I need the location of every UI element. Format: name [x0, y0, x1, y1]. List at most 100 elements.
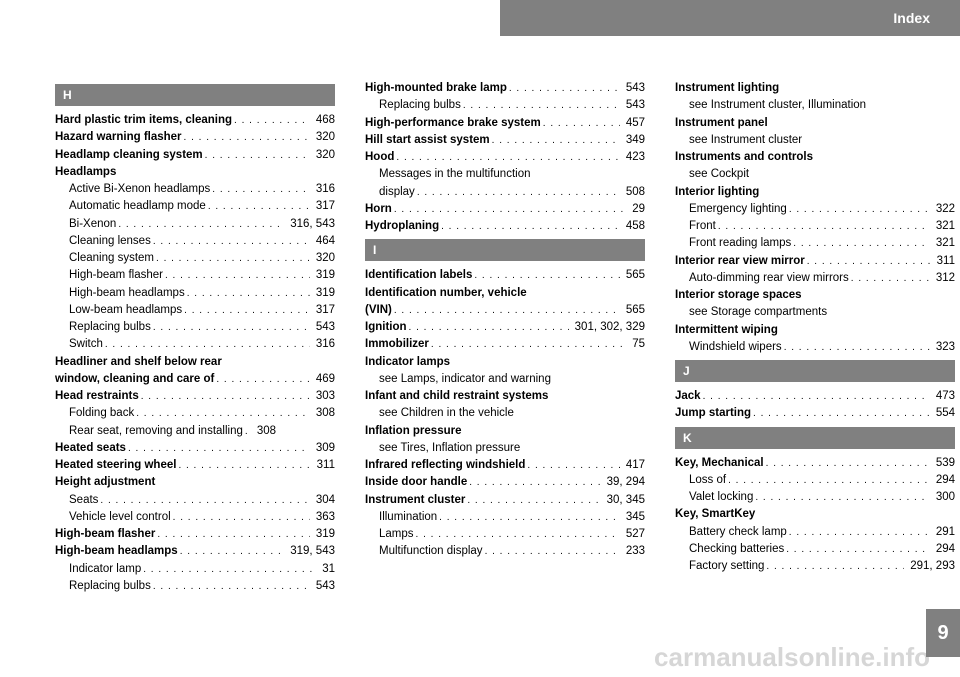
entry-page: 233	[620, 543, 645, 560]
index-heading: Instruments and controls	[675, 149, 955, 166]
entry-page: 527	[620, 526, 645, 543]
entry-label: Hydroplaning	[365, 218, 439, 235]
index-subentry: Front321	[675, 218, 955, 235]
index-subentry: Seats 304	[55, 492, 335, 509]
index-subentry: Bi-Xenon 316, 543	[55, 216, 335, 233]
entry-label: Jack	[675, 388, 701, 405]
entry-label: Head restraints	[55, 388, 139, 405]
header-band: Index	[500, 0, 960, 36]
index-subentry: Windshield wipers323	[675, 339, 955, 356]
entry-page: 349	[620, 132, 645, 149]
index-see-ref: see Instrument cluster, Illumination	[675, 97, 955, 114]
index-subentry: Indicator lamp31	[55, 561, 335, 578]
leader-dots	[751, 405, 930, 422]
entry-page: 473	[930, 388, 955, 405]
leader-dots	[753, 489, 929, 506]
index-heading: Intermittent wiping	[675, 322, 955, 339]
entry-page: 294	[930, 472, 955, 489]
index-subentry: Valet locking300	[675, 489, 955, 506]
entry-label: Factory setting	[689, 558, 764, 575]
entry-label: Valet locking	[689, 489, 753, 506]
entry-label: Heated steering wheel	[55, 457, 176, 474]
leader-dots	[182, 302, 310, 319]
entry-page: 308	[251, 423, 276, 440]
leader-dots	[151, 233, 310, 250]
leader-dots	[787, 201, 930, 218]
entry-label: Inside door handle	[365, 474, 467, 491]
entry-page: 316	[310, 336, 335, 353]
index-heading: Instrument panel	[675, 115, 955, 132]
entry-page: 565	[620, 267, 645, 284]
index-subentry: Replacing bulbs543	[365, 97, 645, 114]
leader-dots	[210, 181, 310, 198]
entry-page: 321	[930, 218, 955, 235]
entry-page: 423	[620, 149, 645, 166]
leader-dots	[787, 524, 930, 541]
leader-dots	[407, 319, 569, 336]
entry-label: Cleaning lenses	[69, 233, 151, 250]
entry-page: 316	[310, 181, 335, 198]
entry-page: 319, 543	[284, 543, 335, 560]
leader-dots	[472, 267, 619, 284]
entry-label: Front reading lamps	[689, 235, 791, 252]
entry-label: Instrument cluster	[365, 492, 465, 509]
leader-dots	[465, 492, 600, 509]
leader-dots	[154, 250, 310, 267]
index-heading: Headlamps	[55, 164, 335, 181]
leader-dots	[214, 371, 309, 388]
entry-label: Cleaning system	[69, 250, 154, 267]
index-subentry: Factory setting 291, 293	[675, 558, 955, 575]
leader-dots	[764, 455, 930, 472]
entry-page: 312	[930, 270, 955, 287]
index-heading: Infant and child restraint systems	[365, 388, 645, 405]
entry-page: 29	[626, 201, 645, 218]
entry-label: Indicator lamp	[69, 561, 141, 578]
entry-page: 291, 293	[904, 558, 955, 575]
entry-page: 363	[310, 509, 335, 526]
index-heading: Inflation pressure	[365, 423, 645, 440]
entry-label: Seats	[69, 492, 98, 509]
index-entry: Heated seats309	[55, 440, 335, 457]
entry-label: Infrared reflecting windshield	[365, 457, 525, 474]
index-entry: Hazard warning flasher320	[55, 129, 335, 146]
entry-page: 291	[930, 524, 955, 541]
entry-page: 311	[311, 457, 335, 474]
index-content: HHard plastic trim items, cleaning468Haz…	[55, 80, 905, 595]
leader-dots	[151, 578, 310, 595]
leader-dots	[461, 97, 620, 114]
index-subentry: High-beam flasher319	[55, 267, 335, 284]
leader-dots	[126, 440, 310, 457]
entry-page: 30, 345	[601, 492, 645, 509]
index-subentry: Switch 316	[55, 336, 335, 353]
index-entry: Jump starting554	[675, 405, 955, 422]
entry-page: 304	[310, 492, 335, 509]
section-letter: K	[675, 427, 955, 449]
leader-dots	[541, 115, 620, 132]
entry-page: 316, 543	[284, 216, 335, 233]
entry-label: display	[379, 184, 415, 201]
index-entry: Horn29	[365, 201, 645, 218]
index-heading: Indicator lamps	[365, 354, 645, 371]
leader-dots	[805, 253, 931, 270]
leader-dots	[243, 423, 251, 440]
entry-label: High-mounted brake lamp	[365, 80, 507, 97]
leader-dots	[134, 405, 310, 422]
index-entry: High-beam flasher319	[55, 526, 335, 543]
entry-label: High-performance brake system	[365, 115, 541, 132]
entry-label: Rear seat, removing and installing	[69, 423, 243, 440]
index-heading: Interior storage spaces	[675, 287, 955, 304]
index-entry: (VIN)565	[365, 302, 645, 319]
leader-dots	[437, 509, 620, 526]
leader-dots	[392, 201, 626, 218]
page-number-badge: 9	[926, 609, 960, 657]
entry-label: Bi-Xenon	[69, 216, 116, 233]
index-subentry: Vehicle level control363	[55, 509, 335, 526]
entry-page: 319	[310, 267, 335, 284]
entry-label: Switch	[69, 336, 103, 353]
index-subentry: Rear seat, removing and installing 308	[55, 423, 335, 440]
column-3: Instrument lightingsee Instrument cluste…	[675, 80, 955, 595]
index-see-ref: see Instrument cluster	[675, 132, 955, 149]
section-letter: H	[55, 84, 335, 106]
entry-label: High-beam headlamps	[55, 543, 178, 560]
entry-label: Interior rear view mirror	[675, 253, 805, 270]
